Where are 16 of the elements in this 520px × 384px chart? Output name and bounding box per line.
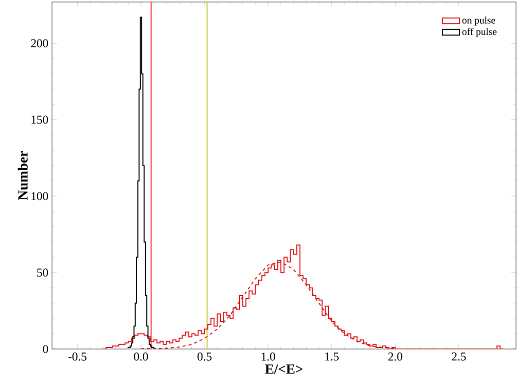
x-axis-title: E/<E> [265,364,302,374]
y-axis-title: Number [18,151,28,200]
x-tick-label: 0.5 [198,352,212,361]
x-tick-label: 2.0 [388,352,402,361]
x-tick-label: -0.5 [68,352,86,361]
y-tick-label: 150 [32,116,48,124]
y-tick-label: 100 [32,192,48,200]
y-tick-label: 200 [31,39,48,48]
legend-label: on pulse [462,16,496,26]
x-tick-label: 1.5 [325,352,339,361]
y-tick-label: 50 [37,268,48,277]
x-tick-label: 1.0 [262,352,276,361]
x-tick-label: 0.0 [134,352,148,361]
legend-label: off pulse [462,28,497,38]
x-tick-label: 2.5 [452,352,466,361]
y-tick-label: 0 [42,344,48,354]
